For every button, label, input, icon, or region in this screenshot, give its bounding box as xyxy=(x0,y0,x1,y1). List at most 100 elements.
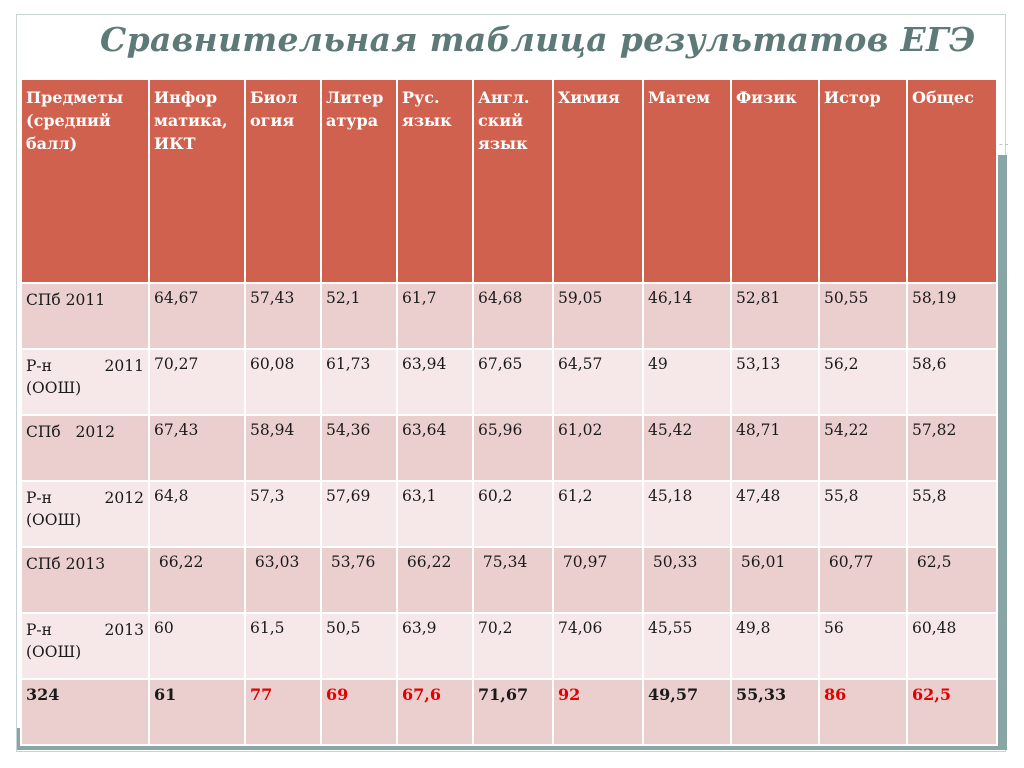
column-header-line: Литер xyxy=(326,88,384,107)
table-header-row: Предметы (средний балл) Инфор матика, ИКТ Биол… xyxy=(20,78,998,284)
column-header: Биол огия xyxy=(244,78,322,284)
table-body: СПб 2011 64,67 57,43 52,1 61,7 64,68 59,05 46,1… xyxy=(20,282,998,746)
table-cell: 59,05 xyxy=(552,282,644,350)
total-cell: 92 xyxy=(552,678,644,746)
column-header-line: Общес xyxy=(912,88,974,107)
column-header-line: ский xyxy=(478,111,524,130)
column-header-line: Матем xyxy=(648,88,711,107)
table-cell: 50,33 xyxy=(642,546,732,614)
table-cell: 75,34 xyxy=(472,546,554,614)
decor-side-bar xyxy=(998,155,1007,730)
total-cell: 61 xyxy=(148,678,246,746)
total-label: 324 xyxy=(20,678,150,746)
table-cell: 67,43 xyxy=(148,414,246,482)
table-cell: 50,55 xyxy=(818,282,908,350)
column-header: Истор xyxy=(818,78,908,284)
table-cell: 70,97 xyxy=(552,546,644,614)
table-row: Р-н 2013 (ООШ) 60 61,5 50,5 63,9 70,2 74,06 45,55… xyxy=(20,612,998,680)
table-cell: 62,5 xyxy=(906,546,998,614)
column-header-line: язык xyxy=(478,134,528,153)
table-cell: 58,19 xyxy=(906,282,998,350)
table-cell: 52,1 xyxy=(320,282,398,350)
column-header: Литер атура xyxy=(320,78,398,284)
table-cell: 54,36 xyxy=(320,414,398,482)
slide-title: Сравнительная таблица результатов ЕГЭ xyxy=(100,20,976,59)
table-cell: 61,73 xyxy=(320,348,398,416)
column-header-line: балл) xyxy=(26,134,78,153)
column-header-line: Биол xyxy=(250,88,298,107)
column-header-line: матика, xyxy=(154,111,228,130)
table-cell: 47,48 xyxy=(730,480,820,548)
column-header-line: Инфор xyxy=(154,88,218,107)
table-cell: 61,2 xyxy=(552,480,644,548)
table-cell: 53,13 xyxy=(730,348,820,416)
table-cell: 74,06 xyxy=(552,612,644,680)
table-cell: 55,8 xyxy=(818,480,908,548)
table-cell: 65,96 xyxy=(472,414,554,482)
table-cell: 56,01 xyxy=(730,546,820,614)
total-cell: 62,5 xyxy=(906,678,998,746)
table-cell: 61,5 xyxy=(244,612,322,680)
row-label-region: Р-н xyxy=(26,357,52,375)
column-header: Общес xyxy=(906,78,998,284)
column-header-line: Химия xyxy=(558,88,620,107)
table-cell: 56,2 xyxy=(818,348,908,416)
row-label: СПб 2013 xyxy=(20,546,150,614)
table-cell: 53,76 xyxy=(320,546,398,614)
column-header-line: огия xyxy=(250,111,295,130)
row-label-year: 2013 xyxy=(104,621,144,639)
table-cell: 67,65 xyxy=(472,348,554,416)
row-label: Р-н 2011 (ООШ) xyxy=(20,348,150,416)
row-label-text: СПб 2011 xyxy=(26,291,106,309)
row-label-region: Р-н xyxy=(26,489,52,507)
table-cell: 48,71 xyxy=(730,414,820,482)
total-cell: 71,67 xyxy=(472,678,554,746)
total-cell: 77 xyxy=(244,678,322,746)
table-cell: 60,77 xyxy=(818,546,908,614)
table-cell: 49 xyxy=(642,348,732,416)
column-header-line: Физик xyxy=(736,88,797,107)
column-header-line: (средний xyxy=(26,111,111,130)
column-header: Физик xyxy=(730,78,820,284)
table-cell: 70,2 xyxy=(472,612,554,680)
table-row: СПб 2011 64,67 57,43 52,1 61,7 64,68 59,05 46,1… xyxy=(20,282,998,350)
table-cell: 61,7 xyxy=(396,282,474,350)
table-cell: 57,69 xyxy=(320,480,398,548)
table-cell: 64,68 xyxy=(472,282,554,350)
table-cell: 46,14 xyxy=(642,282,732,350)
table-cell: 64,57 xyxy=(552,348,644,416)
table-cell: 70,27 xyxy=(148,348,246,416)
row-label-school: (ООШ) xyxy=(26,511,82,529)
total-cell: 55,33 xyxy=(730,678,820,746)
column-header-line: Предметы xyxy=(26,88,124,107)
table-cell: 64,67 xyxy=(148,282,246,350)
column-header: Матем xyxy=(642,78,732,284)
row-label-text: СПб 2013 xyxy=(26,555,106,573)
row-label: Р-н 2013 (ООШ) xyxy=(20,612,150,680)
table-cell: 60,08 xyxy=(244,348,322,416)
table-cell: 63,03 xyxy=(244,546,322,614)
table-cell: 45,18 xyxy=(642,480,732,548)
table-cell: 54,22 xyxy=(818,414,908,482)
row-label-year: 2011 xyxy=(104,357,144,375)
table-row: Р-н 2012 (ООШ) 64,8 57,3 57,69 63,1 60,2 61,2 45,… xyxy=(20,480,998,548)
table-cell: 45,42 xyxy=(642,414,732,482)
column-header-line: Истор xyxy=(824,88,881,107)
column-header: Химия xyxy=(552,78,644,284)
column-header: Предметы (средний балл) xyxy=(20,78,150,284)
row-label: СПб 2012 xyxy=(20,414,150,482)
row-label-text: СПб 2012 xyxy=(26,423,115,441)
table-row: СПб 2012 67,43 58,94 54,36 63,64 65,96 61,02 45… xyxy=(20,414,998,482)
column-header: Рус. язык xyxy=(396,78,474,284)
table-cell: 63,94 xyxy=(396,348,474,416)
decor-line xyxy=(994,144,1008,147)
table-cell: 66,22 xyxy=(396,546,474,614)
column-header-line: атура xyxy=(326,111,379,130)
total-cell: 69 xyxy=(320,678,398,746)
table-cell: 50,5 xyxy=(320,612,398,680)
table-cell: 45,55 xyxy=(642,612,732,680)
results-table: Предметы (средний балл) Инфор матика, ИКТ Биол… xyxy=(20,78,998,746)
table-cell: 60,2 xyxy=(472,480,554,548)
column-header: Англ. ский язык xyxy=(472,78,554,284)
table-cell: 55,8 xyxy=(906,480,998,548)
